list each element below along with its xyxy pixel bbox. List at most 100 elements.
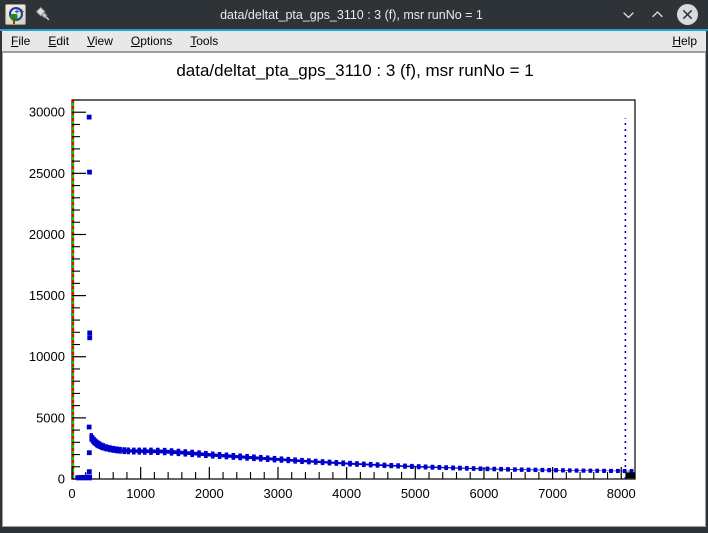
x-tick-label: 4000 — [332, 486, 361, 501]
data-marker — [210, 454, 215, 459]
pin-icon[interactable] — [35, 6, 52, 23]
menu-item-file[interactable]: File — [2, 31, 39, 51]
y-tick-label: 30000 — [29, 105, 65, 120]
data-marker — [122, 450, 126, 455]
data-marker — [224, 455, 229, 460]
data-marker — [588, 469, 593, 473]
menu-help-rest: elp — [680, 34, 697, 48]
data-marker — [104, 447, 109, 452]
data-marker — [114, 449, 119, 454]
data-marker — [252, 457, 256, 462]
menu-item-options[interactable]: Options — [122, 31, 181, 51]
data-marker — [97, 441, 102, 445]
data-marker — [547, 468, 551, 473]
outlier-marker — [87, 169, 92, 175]
data-marker — [131, 450, 136, 455]
data-marker — [197, 452, 201, 456]
data-marker — [99, 444, 104, 448]
data-marker — [478, 467, 483, 472]
data-marker — [89, 433, 94, 437]
outlier-marker — [86, 114, 92, 120]
data-marker — [142, 451, 147, 455]
series-deltat-band — [89, 433, 634, 474]
data-marker — [97, 443, 102, 447]
y-tick-label: 20000 — [29, 227, 65, 242]
data-marker — [231, 456, 236, 460]
data-marker — [101, 445, 106, 449]
y-tick-label: 15000 — [29, 288, 65, 303]
outlier-markers — [86, 114, 93, 475]
data-marker — [97, 445, 102, 449]
window-controls — [578, 4, 708, 25]
minimize-button[interactable] — [619, 6, 637, 24]
x-tick-label: 0 — [68, 486, 75, 501]
x-tick-label: 8000 — [607, 486, 636, 501]
titlebar-left-group: ++ — [0, 4, 125, 25]
menu-options-mnemonic: O — [130, 34, 141, 48]
plot-canvas[interactable]: data/deltat_pta_gps_3110 : 3 (f), msr ru… — [2, 52, 706, 527]
data-marker — [265, 458, 270, 462]
data-marker — [176, 450, 181, 455]
data-marker — [602, 469, 606, 473]
data-marker — [101, 447, 106, 451]
data-marker — [348, 462, 352, 467]
data-marker — [430, 466, 435, 470]
outlier-marker — [86, 424, 92, 430]
data-marker — [101, 443, 106, 447]
data-marker — [107, 448, 112, 453]
series-low-baseline — [75, 474, 93, 481]
menu-tools-rest: ools — [196, 34, 219, 48]
menu-item-edit[interactable]: Edit — [39, 31, 78, 51]
window-title: data/deltat_pta_gps_3110 : 3 (f), msr ru… — [220, 7, 483, 22]
data-marker — [245, 457, 249, 461]
menu-item-view[interactable]: View — [78, 31, 122, 51]
data-marker — [403, 465, 407, 469]
data-marker — [341, 462, 346, 467]
data-marker — [444, 466, 448, 471]
data-marker — [416, 465, 421, 470]
data-marker — [375, 464, 380, 468]
data-marker — [111, 449, 115, 453]
plot-title: data/deltat_pta_gps_3110 : 3 (f), msr ru… — [176, 61, 534, 80]
titlebar-accent-line — [0, 29, 708, 31]
data-marker — [519, 468, 524, 472]
root-cpp-icon: ++ — [5, 4, 26, 25]
data-marker — [272, 458, 277, 463]
plot-svg: 0 5000 10000 15000 20000 25000 30000 0 1000 2000 3… — [29, 99, 636, 501]
menu-item-help[interactable]: Help — [663, 31, 706, 51]
y-tick-label: 25000 — [29, 166, 65, 181]
data-marker — [389, 464, 394, 469]
data-marker — [162, 447, 167, 452]
data-marker — [286, 459, 291, 464]
x-tick-label: 3000 — [264, 486, 293, 501]
data-marker — [320, 461, 325, 466]
data-marker — [259, 457, 263, 462]
data-marker — [471, 467, 476, 471]
data-marker — [313, 461, 318, 465]
data-marker — [149, 447, 153, 452]
menu-edit-mnemonic: E — [48, 34, 57, 48]
data-marker — [506, 468, 510, 472]
menu-item-tools[interactable]: Tools — [181, 31, 227, 51]
data-marker — [423, 465, 428, 470]
close-button[interactable] — [677, 4, 698, 25]
data-marker — [361, 463, 366, 468]
outlier-marker — [86, 450, 92, 456]
data-marker — [609, 469, 613, 473]
maximize-button[interactable] — [648, 6, 666, 24]
outlier-marker — [86, 469, 92, 475]
data-marker — [574, 469, 579, 473]
data-marker — [293, 460, 297, 464]
menu-tools-mnemonic: T — [190, 34, 197, 48]
data-marker — [513, 468, 517, 472]
data-marker — [533, 468, 538, 473]
x-tick-label: 1000 — [126, 486, 155, 501]
data-marker — [169, 450, 174, 454]
data-marker — [176, 448, 181, 453]
y-tick-label: 10000 — [29, 349, 65, 364]
data-marker — [149, 451, 153, 455]
menu-edit-rest: dit — [56, 34, 70, 48]
root-plusplus-glyph: ++ — [14, 7, 24, 16]
data-marker — [526, 468, 531, 472]
data-marker — [137, 451, 142, 455]
